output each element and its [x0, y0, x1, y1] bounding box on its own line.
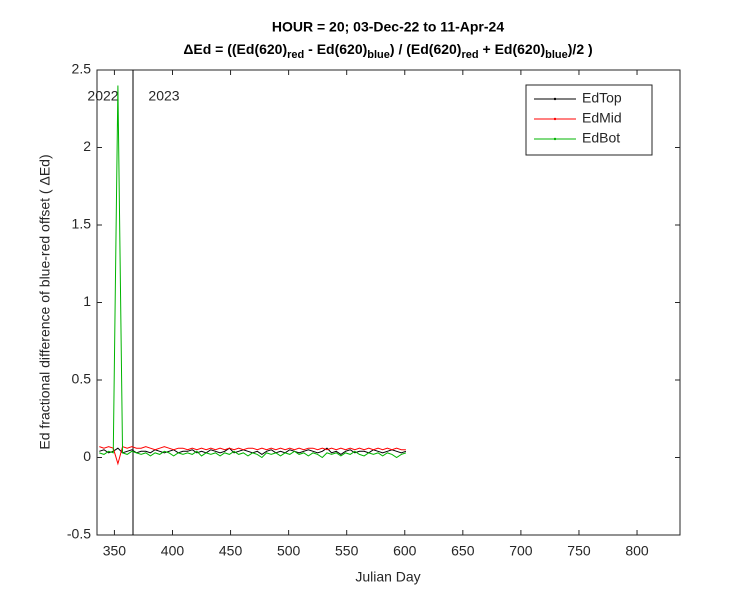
x-tick-label: 700 — [509, 543, 533, 559]
y-tick-label: 0.5 — [72, 371, 92, 387]
subtitle-part: red — [287, 49, 304, 61]
subtitle-part: + Ed(620) — [479, 41, 546, 57]
x-tick-label: 500 — [277, 543, 301, 559]
legend-marker — [553, 137, 557, 141]
subtitle-part: )/2 ) — [568, 41, 593, 57]
annotation: 2023 — [148, 88, 179, 104]
x-tick-label: 350 — [103, 543, 127, 559]
y-axis-label: Ed fractional difference of blue-red off… — [37, 154, 53, 449]
subtitle-part: ) / (Ed(620) — [390, 41, 462, 57]
chart-subtitle: ΔEd = ((Ed(620)red - Ed(620)blue) / (Ed(… — [183, 41, 592, 61]
subtitle-part: red — [461, 49, 478, 61]
y-tick-label: 1.5 — [72, 216, 92, 232]
legend-marker — [553, 117, 557, 121]
series-line — [99, 446, 406, 466]
chart-title: HOUR = 20; 03-Dec-22 to 11-Apr-24 — [272, 19, 504, 35]
x-tick-label: 600 — [393, 543, 417, 559]
legend-label: EdTop — [582, 90, 622, 106]
series-line — [99, 85, 407, 459]
legend-box — [525, 84, 653, 156]
x-tick-label: 450 — [219, 543, 243, 559]
y-tick-label: 2.5 — [72, 61, 92, 77]
subtitle-part: blue — [367, 49, 390, 61]
y-tick-label: 2 — [83, 138, 91, 154]
y-tick-label: -0.5 — [67, 526, 91, 542]
annotation: 2022 — [87, 88, 118, 104]
x-tick-label: 800 — [625, 543, 649, 559]
legend-label: EdMid — [582, 110, 622, 126]
subtitle-part: blue — [545, 49, 568, 61]
y-tick-label: 1 — [83, 293, 91, 309]
x-tick-label: 750 — [567, 543, 591, 559]
y-tick-label: 0 — [83, 448, 91, 464]
subtitle-part: - Ed(620) — [304, 41, 367, 57]
x-axis-label: Julian Day — [355, 569, 420, 585]
x-tick-label: 550 — [335, 543, 359, 559]
legend-label: EdBot — [582, 130, 620, 146]
legend-marker — [553, 97, 557, 101]
x-tick-label: 400 — [161, 543, 185, 559]
x-tick-label: 650 — [451, 543, 475, 559]
subtitle-part: ΔEd = ((Ed(620) — [183, 41, 287, 57]
